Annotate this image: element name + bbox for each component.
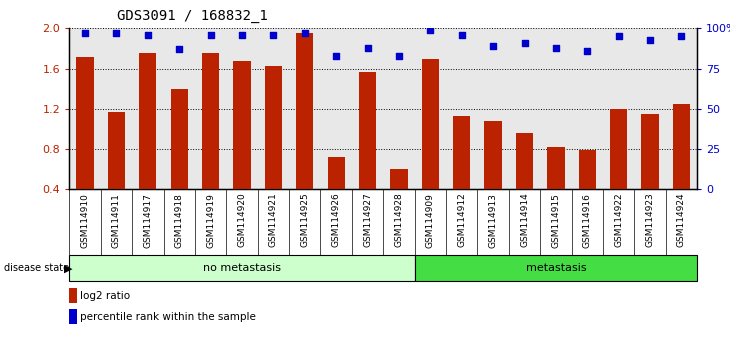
Point	[550, 45, 562, 51]
Point	[488, 43, 499, 49]
Text: metastasis: metastasis	[526, 263, 586, 273]
Bar	[391, 169, 407, 189]
Bar	[579, 150, 596, 189]
Text: GSM114924: GSM114924	[677, 193, 686, 247]
Bar	[69, 255, 415, 281]
Text: GSM114910: GSM114910	[80, 193, 90, 247]
Bar	[422, 58, 439, 189]
Point	[79, 30, 91, 36]
Text: GSM114915: GSM114915	[551, 193, 561, 247]
Point	[644, 37, 656, 42]
Point	[236, 32, 247, 38]
Text: GDS3091 / 168832_1: GDS3091 / 168832_1	[117, 9, 268, 23]
Text: GSM114917: GSM114917	[143, 193, 153, 247]
Point	[612, 34, 624, 39]
Text: disease state: disease state	[4, 263, 69, 273]
Text: GSM114918: GSM114918	[174, 193, 184, 247]
Bar	[69, 288, 77, 303]
Text: GSM114914: GSM114914	[520, 193, 529, 247]
Text: ▶: ▶	[64, 263, 73, 273]
Bar	[453, 116, 470, 189]
Point	[393, 53, 404, 58]
Bar	[265, 65, 282, 189]
Point	[581, 48, 593, 54]
Point	[456, 32, 468, 38]
Text: no metastasis: no metastasis	[203, 263, 281, 273]
Bar	[69, 309, 77, 324]
Bar	[234, 61, 250, 189]
Bar	[485, 121, 502, 189]
Bar	[516, 133, 533, 189]
Point	[330, 53, 342, 58]
Text: GSM114909: GSM114909	[426, 193, 435, 247]
Bar	[642, 114, 658, 189]
Bar	[415, 255, 697, 281]
Text: percentile rank within the sample: percentile rank within the sample	[80, 312, 256, 322]
Bar	[296, 33, 313, 189]
Point	[142, 32, 153, 38]
Text: GSM114913: GSM114913	[488, 193, 498, 247]
Text: log2 ratio: log2 ratio	[80, 291, 131, 301]
Point	[173, 46, 185, 52]
Bar	[202, 53, 219, 189]
Text: GSM114925: GSM114925	[300, 193, 310, 247]
Bar	[359, 72, 376, 189]
Text: GSM114916: GSM114916	[583, 193, 592, 247]
Point	[204, 32, 216, 38]
Bar	[171, 89, 188, 189]
Text: GSM114911: GSM114911	[112, 193, 121, 247]
Point	[267, 32, 279, 38]
Point	[425, 27, 437, 33]
Text: GSM114921: GSM114921	[269, 193, 278, 247]
Text: GSM114926: GSM114926	[331, 193, 341, 247]
Bar	[77, 57, 93, 189]
Bar	[673, 104, 690, 189]
Text: GSM114927: GSM114927	[363, 193, 372, 247]
Point	[361, 45, 373, 51]
Bar	[610, 109, 627, 189]
Point	[299, 30, 311, 36]
Bar	[139, 53, 156, 189]
Text: GSM114919: GSM114919	[206, 193, 215, 247]
Bar	[548, 147, 564, 189]
Bar	[108, 112, 125, 189]
Point	[675, 34, 687, 39]
Text: GSM114923: GSM114923	[645, 193, 655, 247]
Text: GSM114920: GSM114920	[237, 193, 247, 247]
Point	[110, 30, 122, 36]
Point	[518, 40, 530, 46]
Text: GSM114928: GSM114928	[394, 193, 404, 247]
Text: GSM114922: GSM114922	[614, 193, 623, 247]
Bar	[328, 157, 345, 189]
Text: GSM114912: GSM114912	[457, 193, 466, 247]
